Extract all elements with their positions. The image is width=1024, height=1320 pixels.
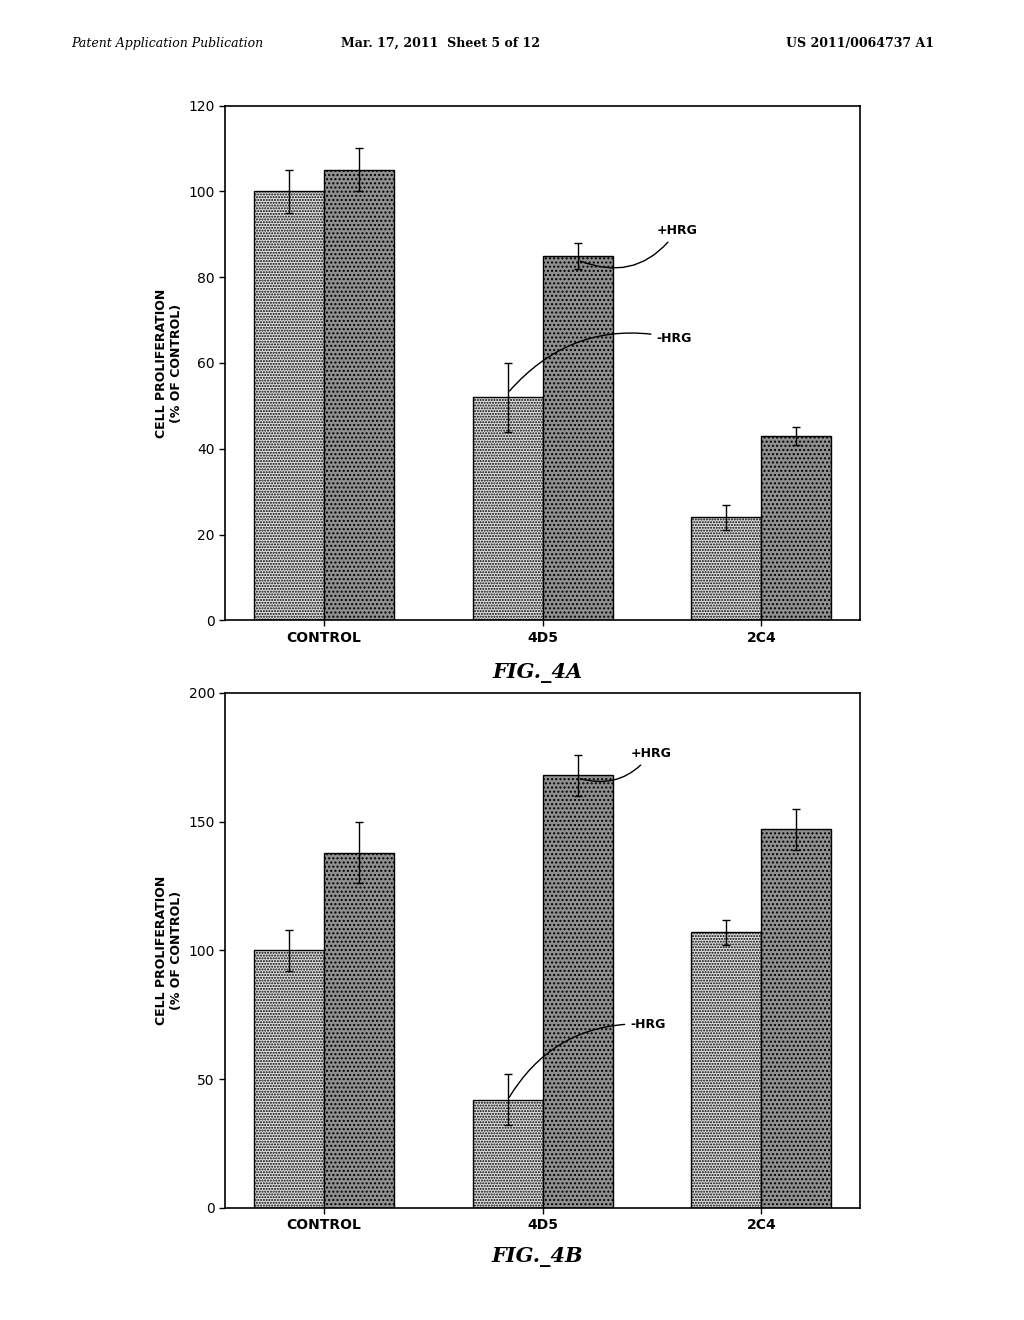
Text: +HRG: +HRG — [581, 224, 697, 268]
Bar — [543, 775, 612, 1208]
Bar — [473, 1100, 543, 1208]
Text: Mar. 17, 2011  Sheet 5 of 12: Mar. 17, 2011 Sheet 5 of 12 — [341, 37, 540, 50]
Text: +HRG: +HRG — [581, 747, 671, 781]
Y-axis label: CELL PROLIFERATION
(% OF CONTROL): CELL PROLIFERATION (% OF CONTROL) — [155, 875, 183, 1026]
Text: US 2011/0064737 A1: US 2011/0064737 A1 — [786, 37, 934, 50]
Text: FIG._4B: FIG._4B — [492, 1247, 584, 1267]
Bar — [543, 256, 612, 620]
Bar — [473, 397, 543, 620]
Y-axis label: CELL PROLIFERATION
(% OF CONTROL): CELL PROLIFERATION (% OF CONTROL) — [155, 288, 183, 438]
Bar — [254, 950, 325, 1208]
Bar — [761, 436, 831, 620]
Bar — [254, 191, 325, 620]
Bar — [761, 829, 831, 1208]
Bar — [691, 517, 761, 620]
Text: Patent Application Publication: Patent Application Publication — [72, 37, 264, 50]
Bar — [691, 932, 761, 1208]
Bar — [325, 170, 394, 620]
Bar — [325, 853, 394, 1208]
Text: -HRG: -HRG — [510, 331, 692, 391]
Text: -HRG: -HRG — [509, 1018, 666, 1097]
Text: FIG._4A: FIG._4A — [493, 663, 583, 682]
